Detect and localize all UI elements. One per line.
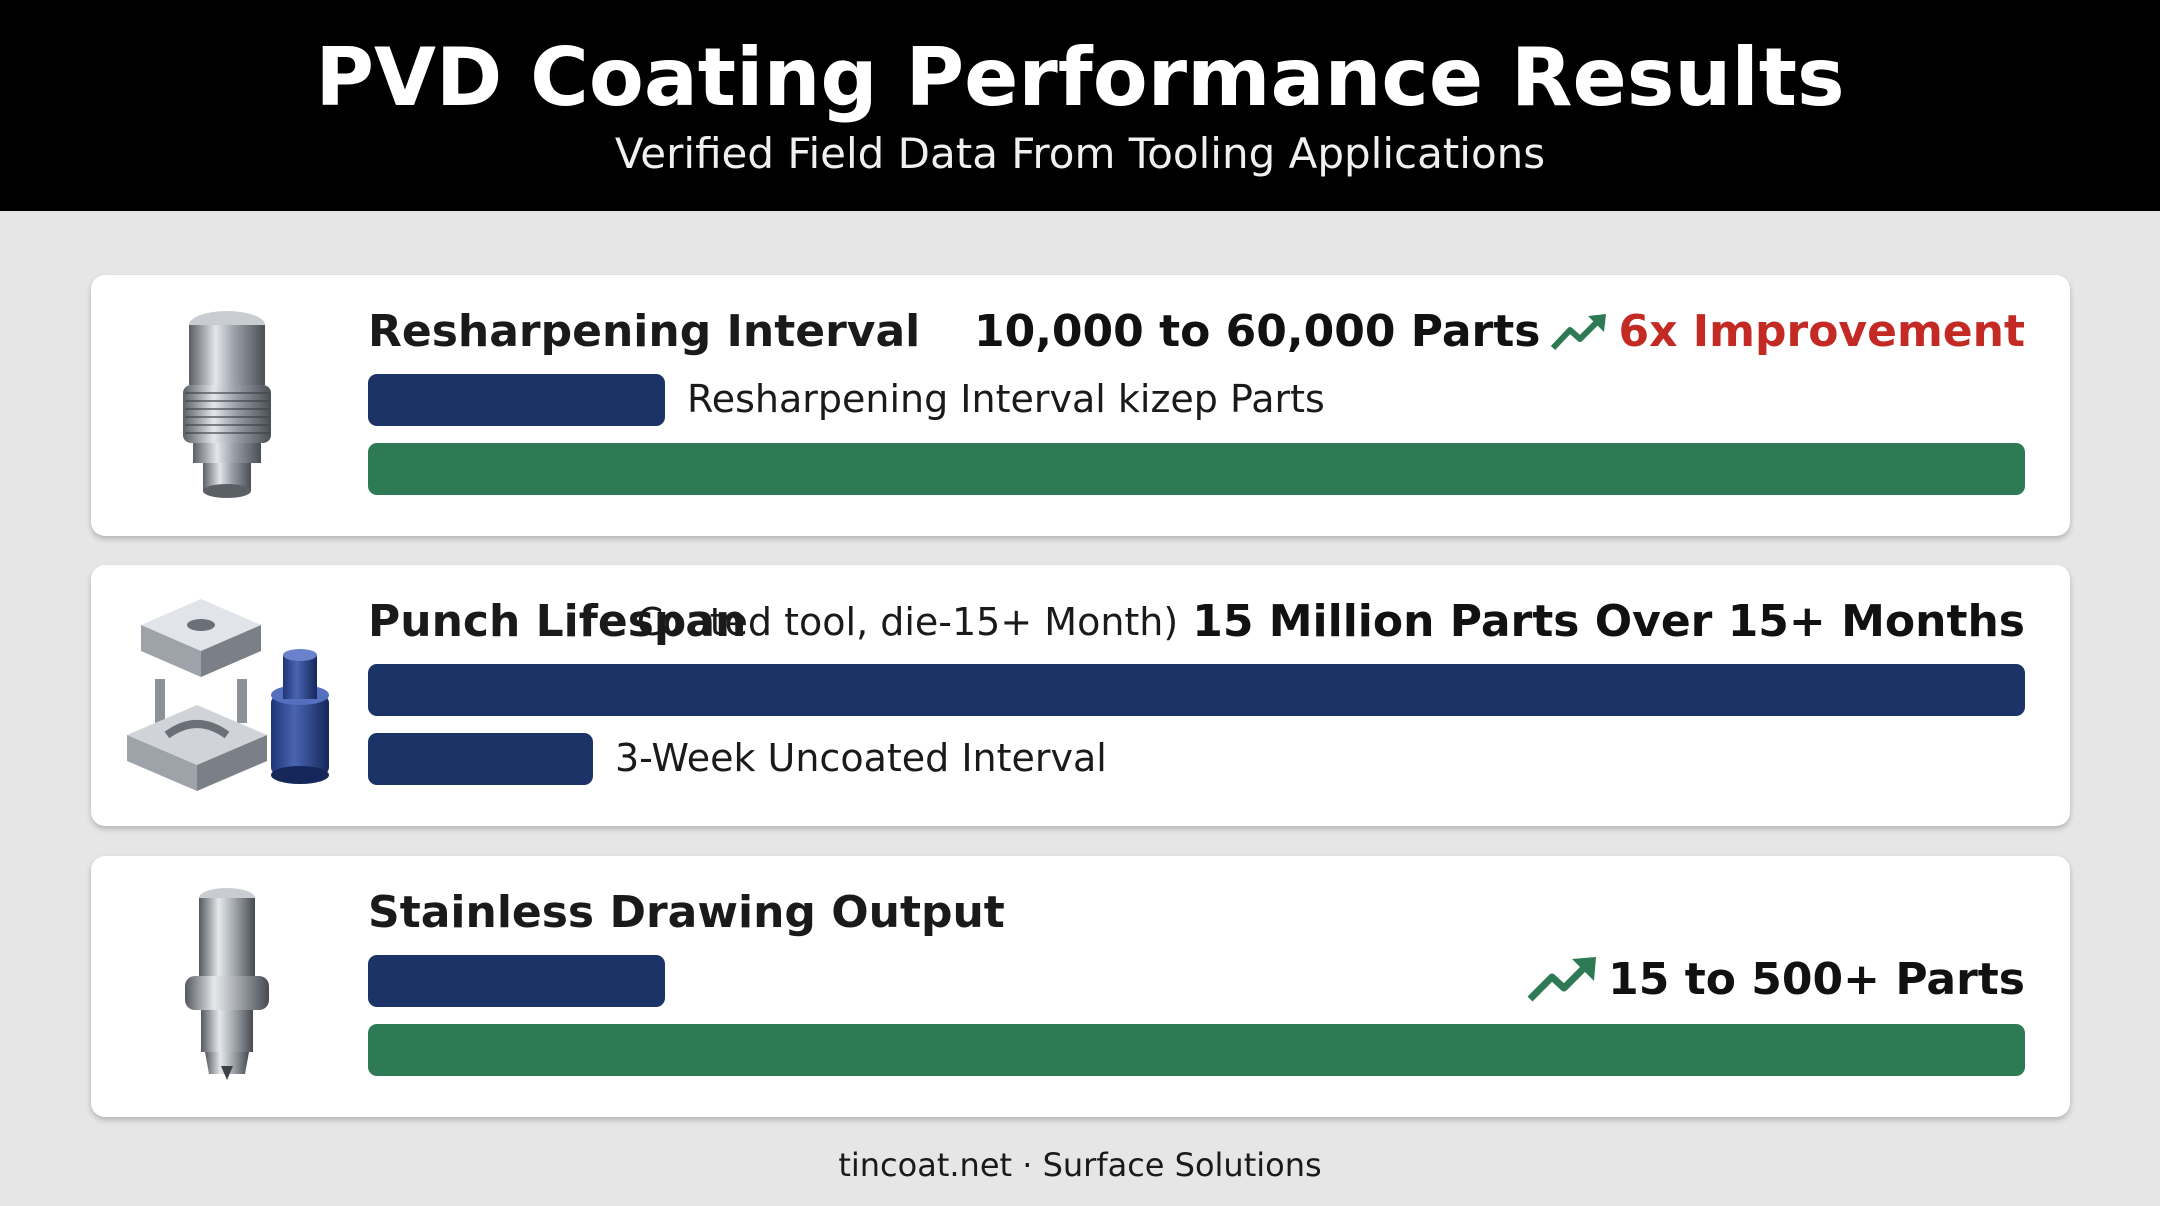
summary-value: 15 Million Parts Over 15+ Months bbox=[1192, 596, 2025, 647]
chart-title-resharpening: Resharpening Interval bbox=[368, 306, 921, 357]
summary-value: 10,000 to 60,000 Parts bbox=[973, 306, 1541, 357]
bar-label-punch-uncoated: 3-Week Uncoated Interval bbox=[615, 736, 1107, 780]
bar-label-resharpening: Resharpening Interval kizep Parts bbox=[687, 377, 1325, 421]
bar-resharpening-coated bbox=[368, 443, 2025, 495]
trend-up-icon bbox=[1551, 314, 1607, 351]
page-subtitle: Verified Field Data From Tooling Applica… bbox=[614, 129, 1546, 178]
bar-resharpening-uncoated bbox=[368, 374, 665, 426]
metric-card-stainless-drawing: Stainless Drawing Output 15 to 500+ Part… bbox=[91, 856, 2070, 1117]
metric-summary-resharpening: 10,000 to 60,000 Parts 6x Improvement bbox=[974, 305, 2025, 359]
summary-value: 15 to 500+ Parts bbox=[1608, 954, 2025, 1005]
coated-note: Coated tool, die-15+ Month) bbox=[636, 600, 1179, 644]
header-banner: PVD Coating Performance Results Verified… bbox=[0, 0, 2160, 211]
bar-stainless-uncoated bbox=[368, 955, 665, 1007]
footer-credit: tincoat.net · Surface Solutions bbox=[838, 1146, 1322, 1184]
punch-tool-icon bbox=[183, 311, 271, 498]
chart-title-stainless-drawing: Stainless Drawing Output bbox=[368, 887, 1005, 938]
metric-card-punch-lifespan: Punch Lifespan Coated tool, die-15+ Mont… bbox=[91, 565, 2070, 826]
drawing-punch-icon bbox=[185, 888, 269, 1080]
metric-card-resharpening: Resharpening Interval 10,000 to 60,000 P… bbox=[91, 275, 2070, 536]
trend-up-icon bbox=[1527, 957, 1597, 1002]
bar-punch-uncoated bbox=[368, 733, 593, 785]
chart-title-punch-lifespan: Punch Lifespan bbox=[368, 596, 747, 647]
bar-stainless-coated bbox=[368, 1024, 2025, 1076]
page-title: PVD Coating Performance Results bbox=[315, 31, 1845, 124]
metric-summary-punch-lifespan: Coated tool, die-15+ Month) 15 Million P… bbox=[637, 595, 2025, 649]
metric-summary-stainless-drawing: 15 to 500+ Parts bbox=[1516, 953, 2025, 1007]
die-set-icon bbox=[127, 599, 329, 791]
improvement-badge: 6x Improvement bbox=[1618, 306, 2025, 357]
bar-punch-coated bbox=[368, 664, 2025, 716]
